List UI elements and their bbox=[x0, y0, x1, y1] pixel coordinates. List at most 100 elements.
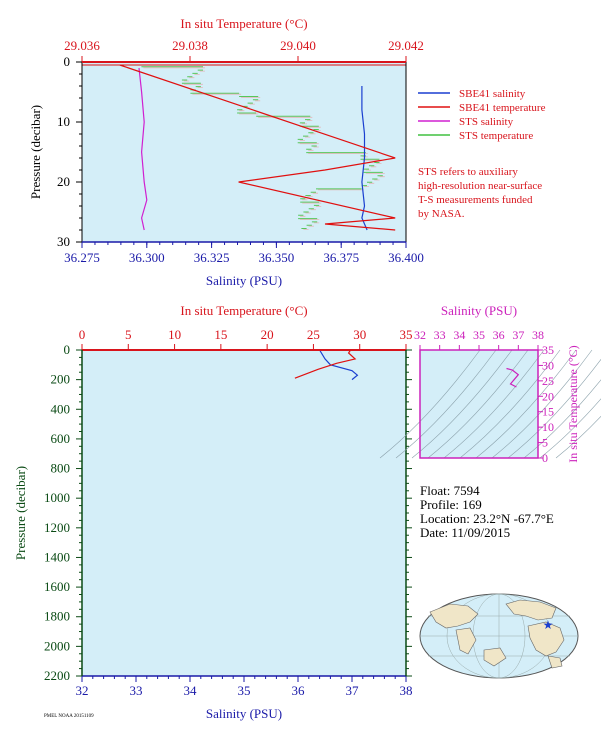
bottom-series-group bbox=[294, 349, 359, 381]
ts-density-contour bbox=[507, 358, 601, 459]
bottom-pressure-tick-label: 2000 bbox=[44, 638, 70, 653]
ts-density-contour bbox=[443, 349, 545, 459]
series-sts-temperature bbox=[141, 66, 383, 229]
top-sal-tick-label: 36.400 bbox=[388, 250, 424, 265]
ts-density-contour bbox=[523, 379, 601, 459]
ts-temp-tick-label: 5 bbox=[542, 436, 548, 450]
top-sal-tick-label: 36.275 bbox=[64, 250, 100, 265]
ts-sal-tick-label: 38 bbox=[532, 328, 544, 342]
bottom-x-label: Salinity (PSU) bbox=[206, 706, 282, 721]
map-land bbox=[429, 599, 565, 669]
series-sts-temperature-shadow bbox=[143, 67, 385, 230]
top-sal-tick-label: 36.300 bbox=[129, 250, 165, 265]
ts-temp-tick-label: 0 bbox=[542, 451, 548, 465]
ts-temp-tick-label: 35 bbox=[542, 343, 554, 357]
bottom-pressure-tick-label: 600 bbox=[51, 431, 71, 446]
bottom-temp-tick-label: 10 bbox=[168, 327, 181, 342]
bottom-salinity-ticks: 32 33 34 35 36 37 38 bbox=[76, 675, 413, 698]
note-line-3: T-S measurements funded bbox=[418, 194, 533, 206]
bottom-temp-tick-label: 30 bbox=[353, 327, 366, 342]
ts-density-contour bbox=[555, 415, 601, 459]
top-panel: In situ Temperature (°C) 29.036 29.038 29.… bbox=[28, 16, 424, 288]
legend-label: SBE41 temperature bbox=[459, 102, 546, 114]
top-temperature-ticks: 29.036 29.038 29.040 29.042 bbox=[64, 38, 424, 62]
ts-sal-tick-label: 35 bbox=[473, 328, 485, 342]
info-profile: Profile: 169 bbox=[420, 497, 482, 512]
series-ts-profile bbox=[506, 367, 520, 388]
bottom-pressure-tick-label: 1200 bbox=[44, 520, 70, 535]
ts-salinity-ticks: 32 33 34 35 36 37 38 bbox=[414, 328, 544, 350]
bottom-pressure-tick-label: 1000 bbox=[44, 490, 70, 505]
series-sbe41-temperature bbox=[119, 64, 396, 231]
world-map: ★ bbox=[419, 593, 579, 679]
note-line-4: by NASA. bbox=[418, 208, 465, 220]
bottom-pressure-tick-label: 2200 bbox=[44, 668, 70, 683]
map-float-marker: ★ bbox=[543, 618, 554, 632]
bottom-sal-tick-label: 32 bbox=[76, 683, 89, 698]
bottom-pressure-tick-label: 400 bbox=[51, 401, 71, 416]
ts-sal-tick-label: 34 bbox=[453, 328, 465, 342]
bottom-temperature-ticks: 0 5 10 15 20 25 30 35 bbox=[79, 327, 413, 350]
bottom-sal-tick-label: 38 bbox=[400, 683, 413, 698]
bottom-sal-tick-label: 37 bbox=[346, 683, 360, 698]
ts-density-contour bbox=[427, 349, 529, 459]
top-pressure-tick-label: 0 bbox=[64, 54, 71, 69]
ts-density-contour bbox=[411, 349, 513, 459]
top-y-label: Pressure (decibar) bbox=[28, 105, 43, 199]
top-sal-tick-label: 36.375 bbox=[323, 250, 359, 265]
top-temp-tick-label: 29.036 bbox=[64, 38, 100, 53]
bottom-top-axis-title: In situ Temperature (°C) bbox=[180, 303, 307, 318]
ts-right-title: In situ Temperature (°C) bbox=[566, 345, 580, 462]
ts-sal-tick-label: 37 bbox=[512, 328, 524, 342]
ts-density-contour bbox=[379, 349, 481, 459]
bottom-temp-tick-label: 35 bbox=[400, 327, 413, 342]
bottom-sal-tick-label: 33 bbox=[130, 683, 143, 698]
note-line-1: STS refers to auxiliary bbox=[418, 166, 518, 178]
bottom-temp-tick-label: 15 bbox=[214, 327, 227, 342]
legend-label: SBE41 salinity bbox=[459, 88, 526, 100]
bottom-temp-tick-label: 0 bbox=[79, 327, 86, 342]
bottom-pressure-tick-label: 200 bbox=[51, 372, 71, 387]
ts-temp-tick-label: 20 bbox=[542, 389, 554, 403]
series-sbe41-salinity bbox=[361, 86, 368, 231]
top-pressure-ticks: 0 10 20 30 bbox=[57, 54, 82, 249]
top-pressure-tick-label: 10 bbox=[57, 114, 70, 129]
ts-density-contour bbox=[395, 349, 497, 459]
sts-note: STS refers to auxiliary high-resolution … bbox=[418, 166, 542, 220]
ts-series-group bbox=[506, 367, 520, 388]
bottom-temp-tick-label: 25 bbox=[307, 327, 320, 342]
legend-label: STS temperature bbox=[459, 130, 533, 142]
bottom-temp-tick-label: 5 bbox=[125, 327, 132, 342]
top-series-group bbox=[82, 64, 406, 231]
ts-sal-tick-label: 32 bbox=[414, 328, 426, 342]
bottom-sal-tick-label: 35 bbox=[238, 683, 251, 698]
top-plot-area bbox=[82, 62, 406, 242]
bottom-sal-tick-label: 34 bbox=[184, 683, 198, 698]
ts-temp-tick-label: 10 bbox=[542, 420, 554, 434]
info-date: Date: 11/09/2015 bbox=[420, 525, 510, 540]
ts-temp-tick-label: 30 bbox=[542, 358, 554, 372]
bottom-pressure-ticks: 0 200 400 600 800 1000 1200 1400 1600 1800 2000 220… bbox=[44, 342, 412, 683]
ts-temp-tick-label: 15 bbox=[542, 405, 554, 419]
float-info: Float: 7594 Profile: 169 Location: 23.2°… bbox=[420, 483, 554, 540]
top-sal-tick-label: 36.325 bbox=[194, 250, 230, 265]
info-location: Location: 23.2°N -67.7°E bbox=[420, 511, 554, 526]
top-pressure-tick-label: 30 bbox=[57, 234, 70, 249]
top-temp-tick-label: 29.040 bbox=[280, 38, 316, 53]
ts-density-contour bbox=[475, 349, 577, 459]
top-temp-tick-label: 29.038 bbox=[172, 38, 208, 53]
bottom-y-label: Pressure (decibar) bbox=[13, 466, 28, 560]
top-pressure-tick-label: 20 bbox=[57, 174, 70, 189]
info-float: Float: 7594 bbox=[420, 483, 480, 498]
ts-temp-tick-label: 25 bbox=[542, 374, 554, 388]
ts-top-title: Salinity (PSU) bbox=[441, 303, 517, 318]
legend: SBE41 salinity SBE41 temperature STS salin… bbox=[418, 88, 546, 142]
series-sts-salinity bbox=[138, 67, 148, 231]
footer-code: PMEL NOAA 20151109 bbox=[44, 714, 94, 719]
ts-density-contour bbox=[491, 349, 593, 459]
series-temperature bbox=[294, 349, 357, 379]
ts-sal-tick-label: 33 bbox=[434, 328, 446, 342]
bottom-plot-area bbox=[82, 350, 406, 676]
